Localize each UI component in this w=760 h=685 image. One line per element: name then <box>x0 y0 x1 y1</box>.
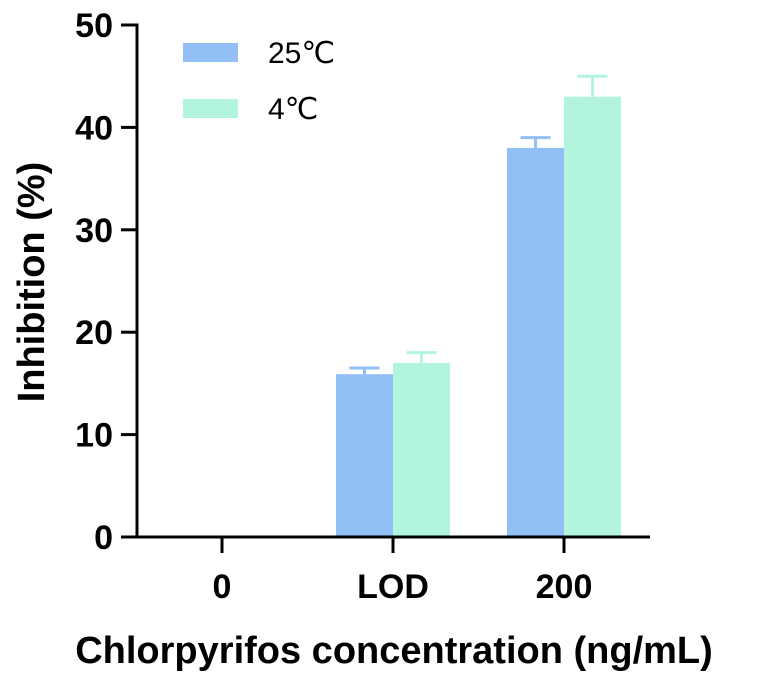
bar-4C-lod <box>393 362 450 537</box>
bar-4C-200 <box>564 96 621 538</box>
x-tick-label: LOD <box>357 568 429 606</box>
legend-label: 4℃ <box>268 93 318 126</box>
bar-25C-200 <box>507 147 564 537</box>
y-tick-label: 40 <box>75 109 113 147</box>
x-tick-label: 200 <box>536 568 593 606</box>
y-tick-label: 50 <box>75 7 113 45</box>
y-tick-label: 30 <box>75 212 113 250</box>
legend-label: 25℃ <box>268 37 335 70</box>
bars-group <box>336 96 621 538</box>
y-tick-label: 0 <box>94 519 113 557</box>
x-tick-label: 0 <box>213 568 232 606</box>
y-tick-label: 10 <box>75 417 113 455</box>
legend-swatch <box>183 99 238 118</box>
y-axis-title: Inhibition (%) <box>11 162 53 403</box>
legend: 25℃ 4℃ <box>183 37 335 126</box>
x-axis-title: Chlorpyrifos concentration (ng/mL) <box>75 630 713 672</box>
bar-25C-lod <box>336 374 393 537</box>
legend-swatch <box>183 43 238 62</box>
axes-group: 0 10 20 30 40 50 0 LOD 200 <box>75 7 650 606</box>
error-bars-group <box>349 74 608 375</box>
y-tick-label: 20 <box>75 314 113 352</box>
